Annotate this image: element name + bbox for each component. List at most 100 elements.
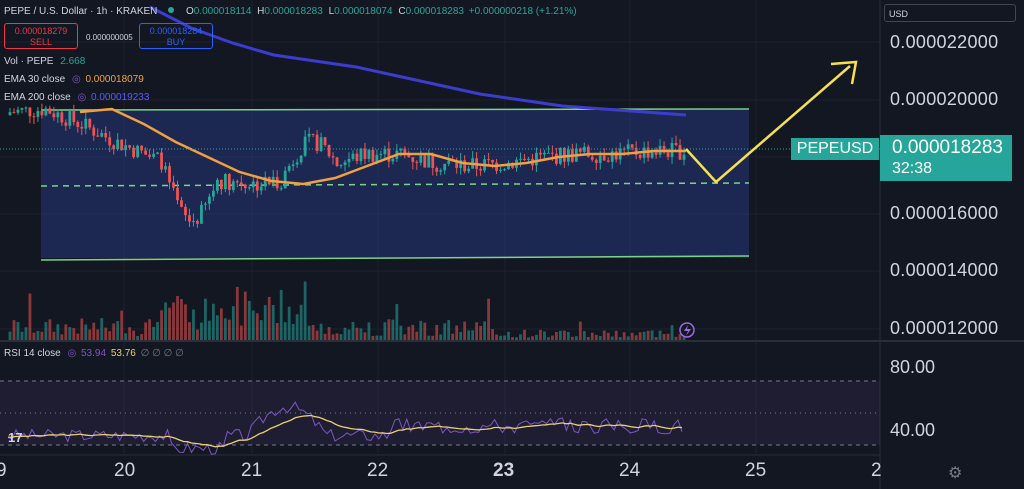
volume-bar — [642, 331, 646, 340]
candle-body — [255, 181, 259, 191]
candle-body — [259, 186, 263, 191]
candle-body — [327, 144, 331, 157]
volume-bar — [554, 332, 558, 340]
candle-body — [666, 152, 670, 157]
volume-bar — [547, 337, 550, 340]
volume-bar — [16, 321, 20, 340]
candle-body — [487, 159, 490, 161]
ohlc-o-label: O — [185, 6, 194, 17]
candle-body — [231, 181, 235, 190]
candle-body — [24, 107, 28, 109]
legend-ema200[interactable]: EMA 200 close ◎ 0.000019233 — [4, 92, 149, 103]
volume-bar — [535, 334, 538, 340]
candle-body — [614, 151, 618, 160]
last-price-badge[interactable]: 0.000018283 32:38 — [880, 135, 1012, 181]
candle-body — [196, 220, 199, 224]
volume-bar — [44, 322, 48, 340]
candle-body — [543, 152, 546, 155]
legend-volume[interactable]: Vol · PEPE 2.668 — [4, 56, 85, 67]
candle-body — [455, 161, 459, 168]
chart-title[interactable]: PEPE / U.S. Dollar · 1h · KRAKEN — [4, 6, 158, 17]
time-axis-label: 24 — [619, 460, 641, 481]
candle-body — [243, 184, 247, 189]
ema30-value: 0.000018079 — [85, 74, 144, 85]
volume-bar — [184, 304, 187, 340]
volume-bar — [231, 306, 235, 340]
candle-body — [319, 137, 323, 151]
price-axis-label: 0.000012000 — [890, 318, 999, 338]
volume-bar — [407, 326, 411, 340]
ticker-badge[interactable]: PEPEUSD — [791, 138, 879, 160]
volume-bar — [28, 293, 32, 340]
price-axis-label: 0.000016000 — [890, 203, 999, 223]
volume-bar — [104, 327, 108, 340]
vol-name: Vol · PEPE — [4, 56, 54, 67]
candle-body — [367, 149, 371, 159]
candle-body — [411, 157, 415, 162]
volume-bar — [60, 334, 64, 340]
rsi-axis-label: 80.00 — [890, 357, 936, 377]
legend-header: PEPE / U.S. Dollar · 1h · KRAKEN O 0.0000… — [4, 6, 577, 17]
volume-bar — [519, 334, 522, 340]
legend-ema30[interactable]: EMA 30 close ◎ 0.000018079 — [4, 74, 144, 85]
candle-body — [80, 126, 84, 129]
currency-select[interactable]: USD — [884, 4, 1016, 22]
channel-bottom-line[interactable] — [40, 255, 750, 261]
volume-bar — [562, 330, 566, 340]
candle-body — [36, 111, 40, 117]
candle-body — [586, 146, 590, 157]
ohlc-low: 0.000018074 — [334, 6, 393, 17]
eye-icon[interactable]: ◎ — [71, 74, 81, 85]
projection-arrow[interactable] — [685, 60, 858, 184]
eye-icon[interactable]: ◎ — [77, 92, 87, 103]
candle-body — [359, 148, 363, 162]
candle-body — [299, 155, 303, 163]
gear-icon[interactable]: ⚙ — [948, 465, 963, 482]
volume-bars — [8, 281, 686, 340]
candle-body — [431, 154, 435, 168]
volume-bar — [618, 337, 622, 340]
tradingview-logo-icon[interactable]: 17 — [8, 430, 23, 445]
volume-bar — [136, 335, 140, 340]
volume-bar — [311, 324, 315, 340]
volume-bar — [76, 333, 80, 340]
volume-bar — [196, 329, 199, 340]
buy-button[interactable]: 0.000018284 BUY — [139, 23, 213, 49]
volume-bar — [371, 335, 375, 340]
volume-bar — [152, 326, 155, 340]
candle-body — [598, 155, 602, 163]
volume-bar — [291, 323, 295, 340]
candle-body — [84, 118, 88, 129]
rsi-axis-label: 40.00 — [890, 420, 936, 440]
candle-body — [164, 166, 167, 170]
rsi-line — [7, 401, 683, 455]
candle-body — [108, 137, 112, 146]
volume-bar — [315, 330, 319, 340]
sell-button[interactable]: 0.000018279 SELL — [4, 23, 78, 49]
candle-body — [650, 152, 654, 158]
legend-rsi[interactable]: RSI 14 close ◎ 53.94 53.76 ∅ ∅ ∅ ∅ — [4, 348, 184, 359]
candle-body — [52, 113, 56, 118]
volume-bar — [391, 319, 395, 340]
eye-icon[interactable]: ◎ — [67, 348, 77, 359]
volume-bar — [610, 336, 614, 340]
volume-bar — [682, 337, 686, 340]
candle-body — [399, 148, 403, 151]
candle-body — [654, 152, 658, 155]
candle-body — [578, 148, 582, 152]
volume-bar — [255, 313, 259, 340]
volume-bar — [48, 319, 52, 340]
candle-body — [12, 112, 16, 114]
candle-body — [132, 147, 136, 158]
volume-bar — [339, 334, 343, 340]
candle-body — [562, 147, 566, 162]
volume-bar — [638, 332, 642, 340]
lightning-icon[interactable] — [679, 322, 695, 338]
volume-bar — [156, 322, 159, 340]
ohlc-change: +0.000000218 (+1.21%) — [468, 6, 577, 17]
channel-mid-line[interactable] — [40, 182, 750, 187]
volume-bar — [303, 281, 307, 340]
candle-body — [251, 181, 255, 188]
channel-top-line[interactable] — [40, 108, 750, 111]
